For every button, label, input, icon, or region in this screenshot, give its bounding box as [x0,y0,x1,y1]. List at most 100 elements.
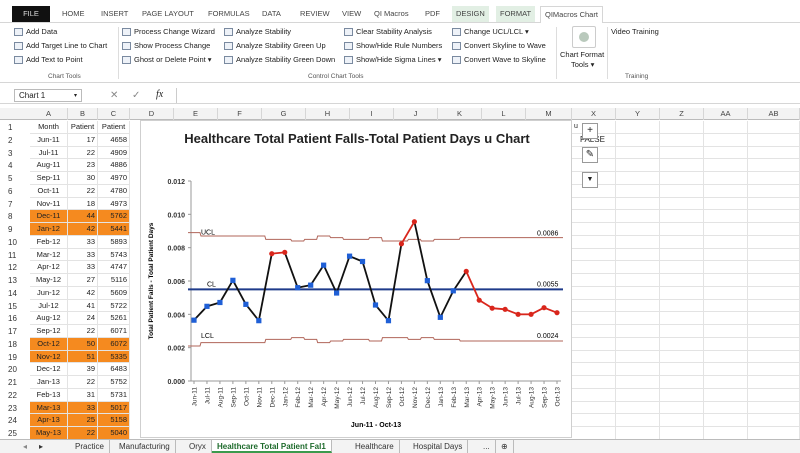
empty-cell[interactable] [616,312,660,325]
u-chart[interactable]: Healthcare Total Patient Falls-Total Pat… [140,120,572,438]
empty-cell[interactable] [748,248,800,262]
empty-cell[interactable] [616,376,660,389]
patient-falls-cell[interactable]: 33 [68,261,98,274]
cell-x2[interactable]: FALSE [580,135,605,144]
ribbon-tab-view[interactable]: VIEW [342,9,362,18]
empty-cell[interactable] [616,210,660,223]
patient-days-cell[interactable]: 4973 [98,197,130,211]
ribbon-tab-home[interactable]: HOME [62,9,85,18]
add-target-line-button[interactable]: Add Target Line to Chart [14,41,107,50]
row-header[interactable]: 4 [8,161,13,171]
patient-falls-cell[interactable]: 18 [68,197,98,211]
patient-days-cell[interactable]: 5722 [98,299,130,313]
column-header-b[interactable]: B [68,108,98,120]
ghost-or-delete-point-button[interactable]: Ghost or Delete Point ▾ [122,55,212,64]
empty-cell[interactable] [572,376,616,389]
video-training-button[interactable]: Video Training [611,27,659,36]
empty-cell[interactable] [748,159,800,172]
ribbon-tab-formulas[interactable]: FORMULAS [208,9,250,18]
patient-days-cell[interactable]: 4886 [98,159,130,172]
row-header[interactable]: 20 [8,365,17,375]
row-header[interactable]: 7 [8,199,13,209]
sheet-tab-6[interactable]: ... [478,440,496,453]
empty-cell[interactable] [748,414,800,427]
add-data-button[interactable]: Add Data [14,27,57,36]
row-header[interactable]: 24 [8,416,17,426]
patient-days-cell[interactable]: 5017 [98,401,130,415]
column-header-m[interactable]: M [526,108,572,120]
chart-filters-button[interactable]: ▼ [582,172,598,188]
empty-cell[interactable] [704,376,748,389]
column-header-aa[interactable]: AA [704,108,748,120]
show-hide-rule-numbers-button[interactable]: Show/Hide Rule Numbers [344,41,442,50]
empty-cell[interactable] [748,286,800,300]
ribbon-tab-file[interactable]: FILE [12,6,50,22]
patient-falls-cell[interactable]: 25 [68,414,98,427]
empty-cell[interactable] [704,210,748,223]
empty-cell[interactable] [704,172,748,185]
clear-stability-analysis-button[interactable]: Clear Stability Analysis [344,27,432,36]
empty-cell[interactable] [704,248,748,262]
empty-cell[interactable] [748,197,800,211]
month-cell[interactable]: Sep-11 [30,172,68,185]
empty-cell[interactable] [572,261,616,274]
scroll-right-icon[interactable]: ▸ [39,442,44,451]
patient-falls-cell[interactable]: 22 [68,146,98,160]
patient-days-cell[interactable]: 5762 [98,210,130,223]
column-title-cell[interactable]: Patient [68,121,98,134]
empty-cell[interactable] [704,299,748,313]
column-header-e[interactable]: E [174,108,218,120]
empty-cell[interactable] [616,299,660,313]
empty-cell[interactable] [616,350,660,364]
empty-cell[interactable] [616,363,660,376]
empty-cell[interactable] [660,146,704,160]
row-header[interactable]: 15 [8,301,17,311]
empty-cell[interactable] [748,388,800,402]
empty-cell[interactable] [572,414,616,427]
ribbon-tab-qi-macros[interactable]: QI Macros [374,9,409,18]
insert-function-icon[interactable]: fx [156,89,164,100]
patient-days-cell[interactable]: 5040 [98,427,130,440]
empty-cell[interactable] [616,274,660,287]
patient-days-cell[interactable]: 4658 [98,133,130,147]
empty-cell[interactable] [704,223,748,236]
empty-cell[interactable] [616,172,660,185]
patient-falls-cell[interactable]: 42 [68,286,98,300]
cancel-icon[interactable]: ✕ [110,90,119,101]
empty-cell[interactable] [704,159,748,172]
empty-cell[interactable] [748,299,800,313]
patient-falls-cell[interactable]: 17 [68,133,98,147]
analyze-stability-green-up-button[interactable]: Analyze Stability Green Up [224,41,326,50]
cell-x1[interactable]: u [574,123,578,130]
month-cell[interactable]: Dec-11 [30,210,68,223]
empty-cell[interactable] [572,312,616,325]
column-header-x[interactable]: X [572,108,616,120]
month-cell[interactable]: Apr-13 [30,414,68,427]
patient-falls-cell[interactable]: 22 [68,325,98,338]
empty-cell[interactable] [572,184,616,198]
empty-cell[interactable] [616,261,660,274]
patient-falls-cell[interactable]: 22 [68,427,98,440]
empty-cell[interactable] [572,210,616,223]
month-cell[interactable]: Jan-12 [30,223,68,236]
empty-cell[interactable] [616,401,660,415]
empty-cell[interactable] [660,210,704,223]
month-cell[interactable]: Jan-13 [30,376,68,389]
patient-falls-cell[interactable]: 24 [68,312,98,325]
patient-days-cell[interactable]: 5752 [98,376,130,389]
analyze-stability-green-down-button[interactable]: Analyze Stability Green Down [224,55,335,64]
empty-cell[interactable] [616,286,660,300]
column-header-g[interactable]: G [262,108,306,120]
ribbon-tab-review[interactable]: REVIEW [300,9,330,18]
empty-cell[interactable] [704,325,748,338]
row-header[interactable]: 22 [8,390,17,400]
empty-cell[interactable] [660,261,704,274]
empty-cell[interactable] [660,197,704,211]
sheet-tab-0[interactable]: Practice [70,440,110,453]
empty-cell[interactable] [704,350,748,364]
change-ucl-lcl-button[interactable]: Change UCL/LCL ▾ [452,27,529,36]
row-header[interactable]: 1 [8,123,13,132]
row-header[interactable]: 11 [8,250,17,260]
empty-cell[interactable] [660,121,704,134]
empty-cell[interactable] [704,388,748,402]
